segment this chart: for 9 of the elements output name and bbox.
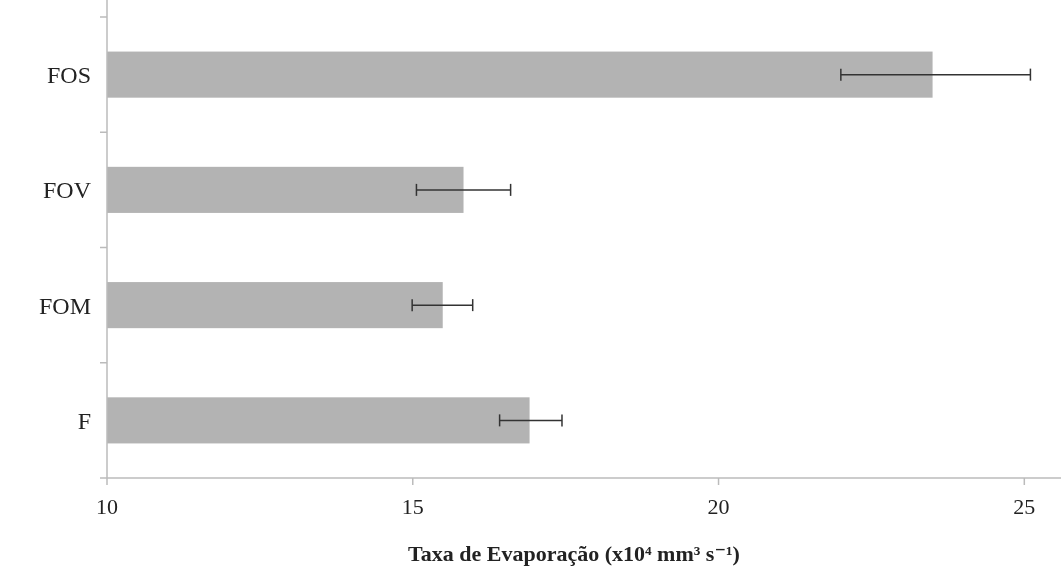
- y-tick-label: FOS: [46, 62, 91, 89]
- x-tick-label: 15: [401, 494, 424, 519]
- y-tick-label: FOM: [38, 292, 91, 319]
- x-tick-label: 10: [96, 494, 118, 519]
- x-axis-title: Taxa de Evaporação (x10⁴ mm³ s⁻¹): [408, 541, 740, 566]
- y-tick-label: F: [77, 407, 91, 434]
- x-tick-label: 20: [707, 494, 730, 519]
- x-tick-label: 25: [1013, 494, 1036, 519]
- y-tick-label: FOV: [42, 177, 92, 204]
